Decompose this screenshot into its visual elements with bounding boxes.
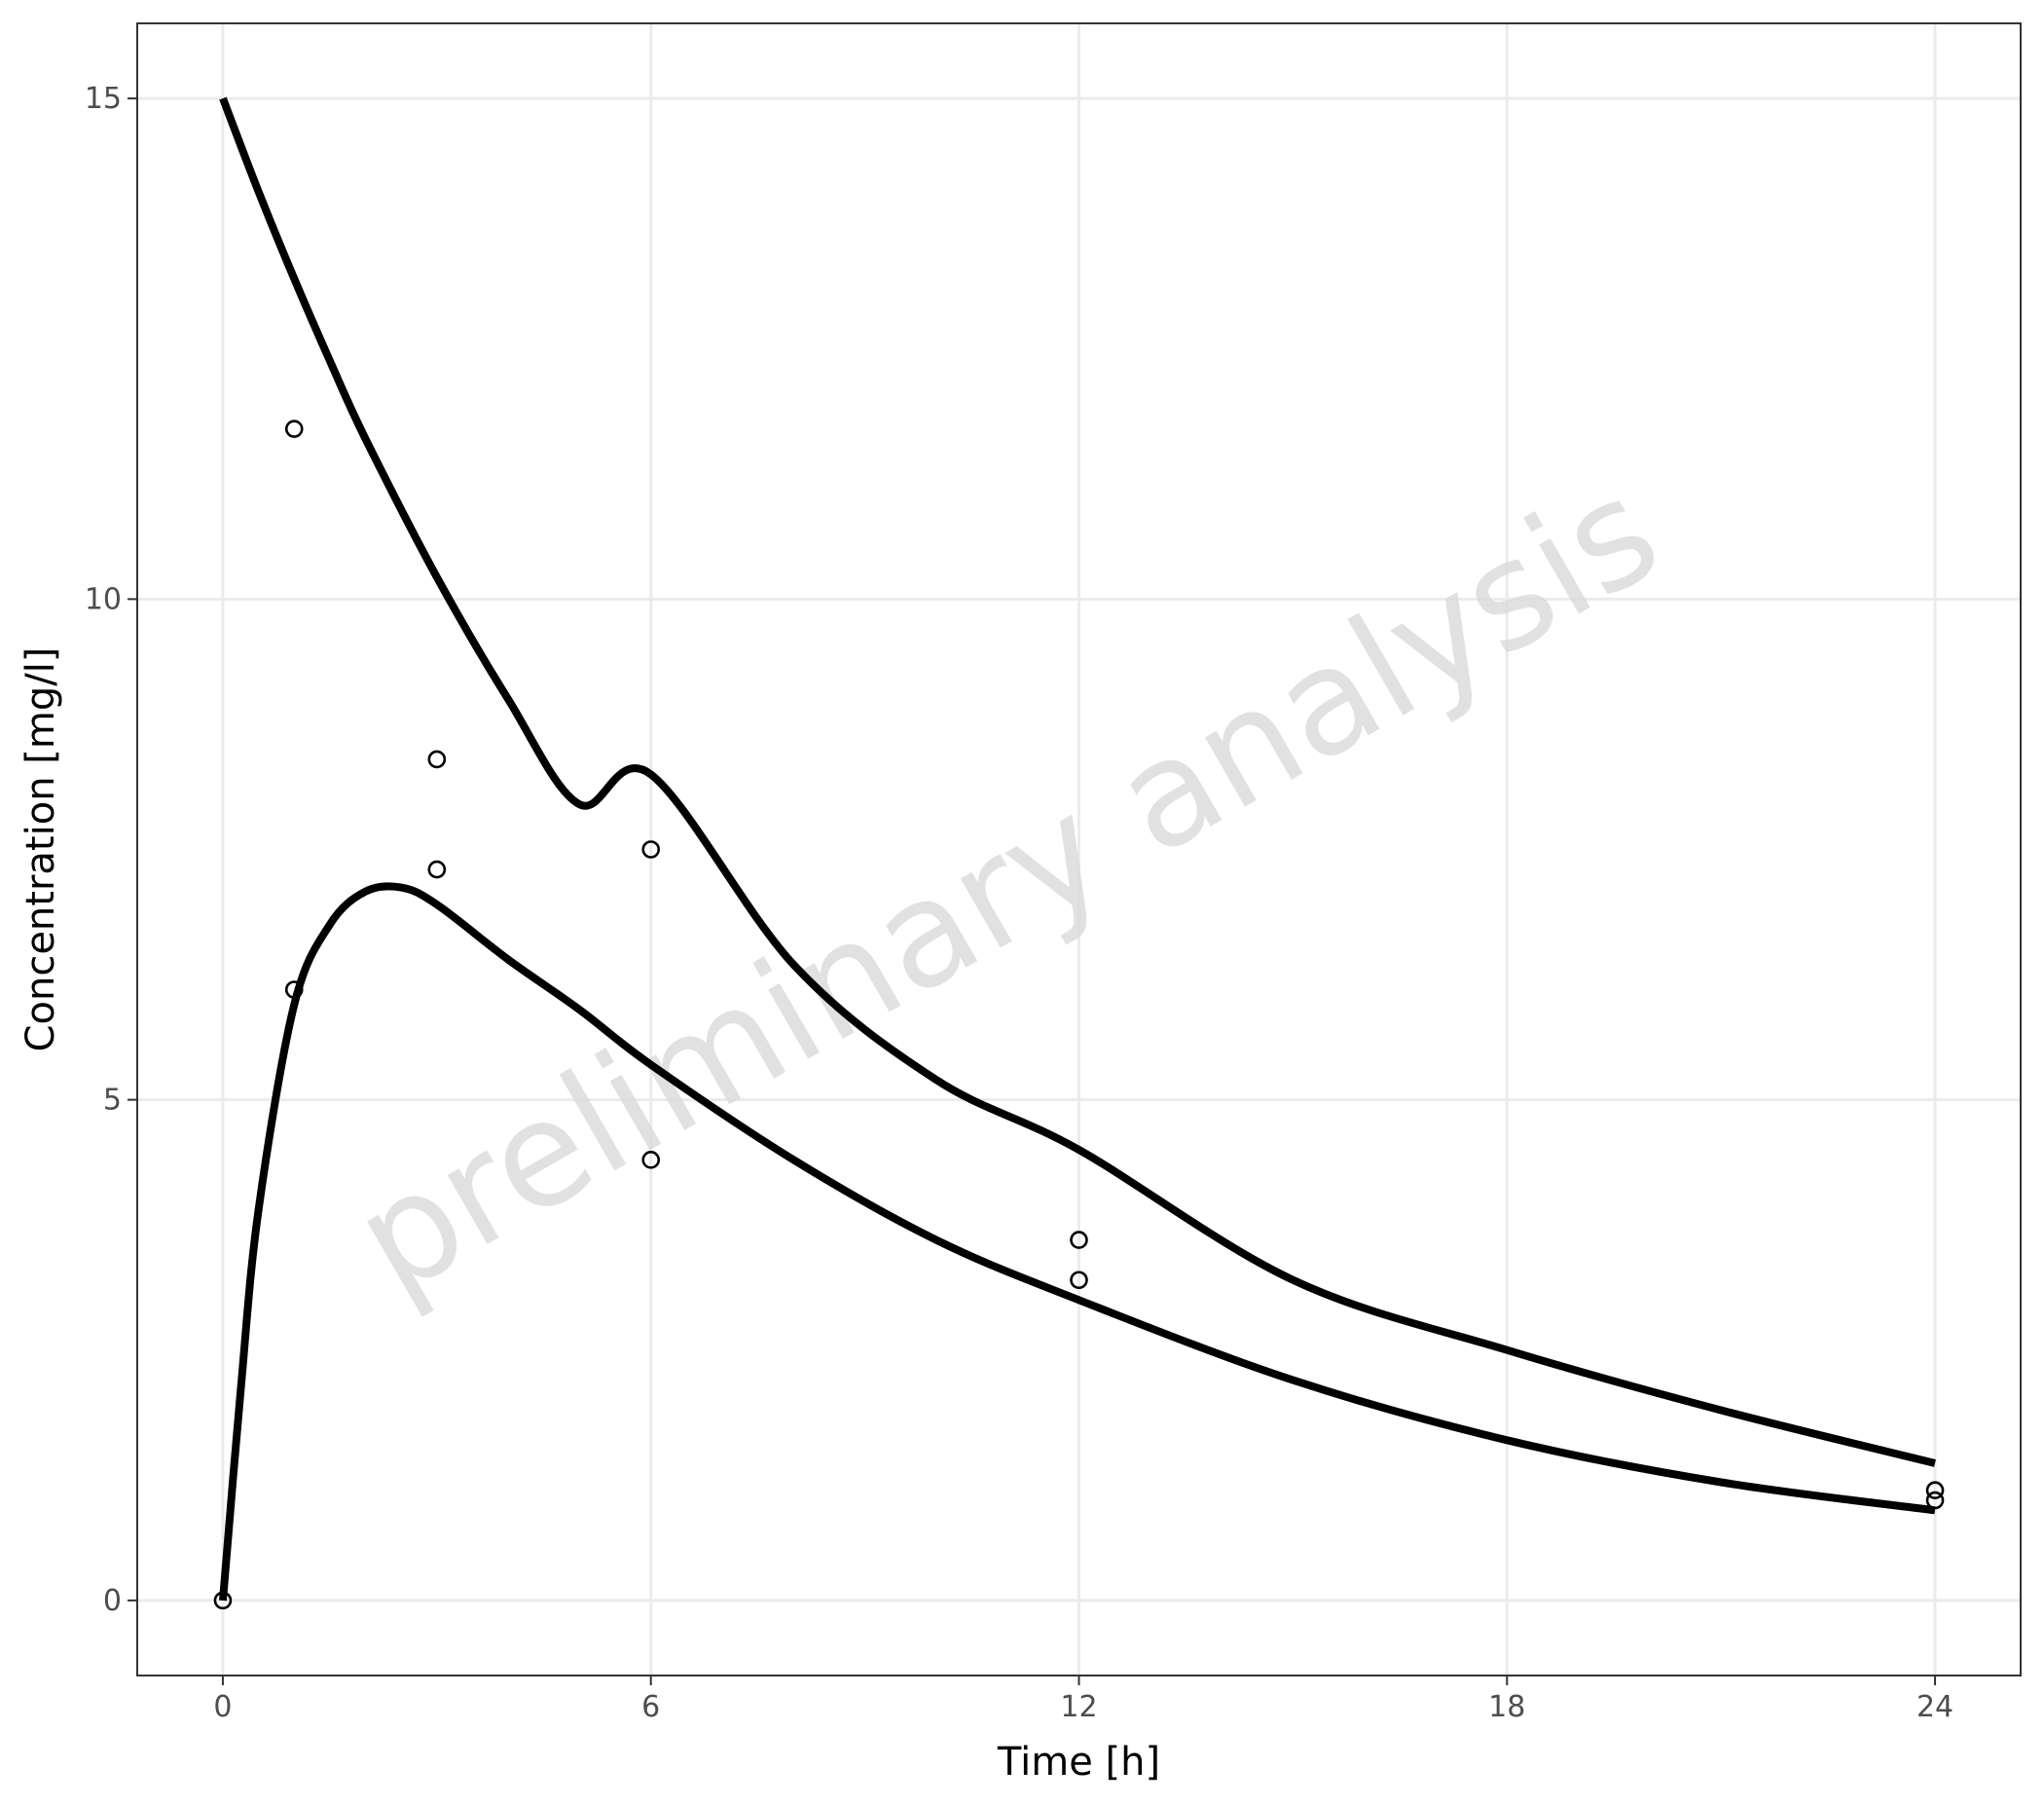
observed-point [1925,1491,1945,1510]
watermark-text: preliminary analysis [328,446,1685,1327]
observed-point [641,1151,661,1169]
y-tick-label: 10 [85,582,122,616]
observed-point [1070,1271,1088,1290]
observed-point [641,840,661,859]
x-tick-label: 0 [213,1690,232,1724]
observed-point [1070,1231,1088,1249]
x-axis-title: Time [h] [997,1740,1160,1785]
observed-point [284,420,304,438]
y-tick-label: 0 [103,1584,122,1618]
y-tick-label: 15 [85,82,122,116]
x-tick-label: 24 [1916,1690,1953,1724]
y-axis-title: Concentration [mg/l] [18,647,63,1052]
y-tick-label: 5 [103,1084,122,1118]
model-curve-2 [219,882,1936,1602]
observed-point [284,980,304,999]
x-tick-label: 6 [641,1690,660,1724]
x-tick-label: 12 [1060,1690,1097,1724]
x-tick-label: 18 [1488,1690,1525,1724]
axis-ticks: 0 6 12 18 24 0 5 10 15 [85,82,1953,1724]
observed-point [1925,1481,1945,1500]
observed-point [213,1591,233,1610]
model-curve-1 [219,96,1936,1467]
observed-point [427,750,447,769]
grid-lines [137,23,2021,1676]
data-series [213,96,1945,1610]
observed-point [427,860,447,879]
